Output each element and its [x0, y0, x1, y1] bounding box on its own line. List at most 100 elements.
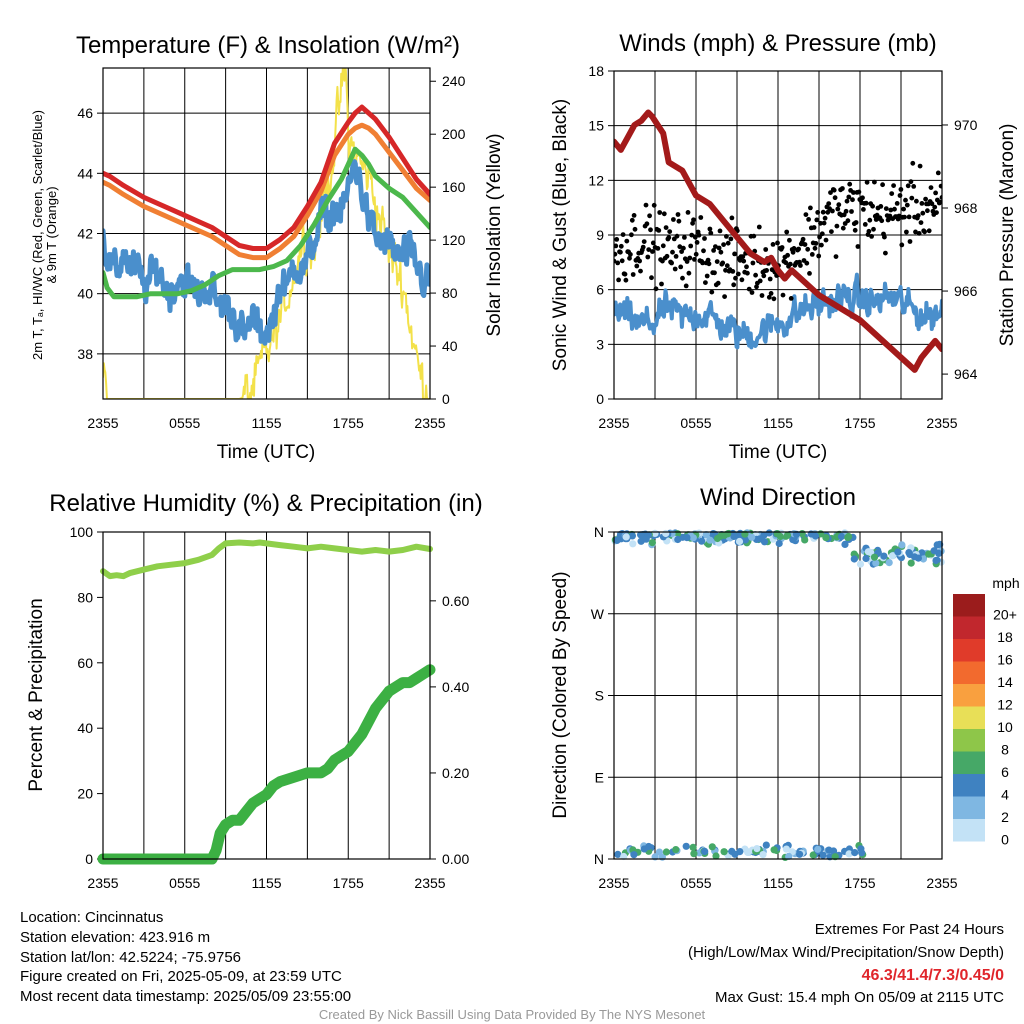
- direction-point: [706, 536, 714, 544]
- series-9m-t: [103, 122, 430, 261]
- legend-swatch: [953, 616, 985, 639]
- gust-point: [844, 198, 850, 204]
- direction-point: [933, 541, 941, 549]
- gust-point: [754, 284, 759, 290]
- direction-points: [611, 529, 945, 862]
- legend-swatch: [953, 729, 985, 752]
- gust-point: [852, 227, 858, 233]
- y-tick-label: 0: [85, 851, 93, 867]
- gust-point: [899, 242, 905, 248]
- gust-point: [691, 217, 696, 223]
- gust-point: [757, 278, 763, 284]
- gust-point: [919, 201, 925, 206]
- y-tick-label: 40: [77, 720, 93, 736]
- gust-point: [677, 244, 683, 250]
- x-tick-label: 2355: [414, 415, 445, 431]
- extremes-values: 46.3/41.4/7.3/0.45/0: [862, 967, 1004, 984]
- gust-point: [906, 214, 912, 220]
- right-tick-label: 968: [954, 200, 978, 216]
- legend-swatch: [953, 639, 985, 662]
- direction-point: [905, 549, 913, 557]
- gust-point: [675, 212, 681, 217]
- humidity-panel-title: Relative Humidity (%) & Precipitation (i…: [49, 490, 482, 517]
- gust-point: [744, 264, 749, 270]
- gust-point: [641, 239, 647, 245]
- gust-point: [833, 254, 839, 259]
- gust-point: [672, 266, 678, 272]
- winds-frame: [613, 70, 943, 400]
- gust-point: [659, 281, 664, 287]
- direction-point: [872, 559, 880, 567]
- y-tick-label: 38: [77, 346, 93, 362]
- direction-point: [741, 536, 750, 544]
- gust-point: [648, 227, 653, 233]
- direction-point: [841, 540, 849, 549]
- direction-point: [844, 533, 852, 542]
- series-relative-humidity: [100, 539, 433, 580]
- right-tick-label: 240: [442, 73, 466, 89]
- gust-point: [676, 218, 682, 224]
- temperature-panel-title: Temperature (F) & Insolation (W/m²): [76, 32, 460, 59]
- direction-point: [708, 843, 716, 851]
- gust-point: [624, 238, 630, 244]
- gust-point: [646, 247, 652, 253]
- winds-series: [614, 109, 942, 373]
- x-tick-label: 1755: [844, 875, 875, 891]
- direction-point: [620, 852, 628, 861]
- humidity-series: [97, 539, 436, 865]
- gust-point: [850, 197, 855, 203]
- gust-point: [651, 202, 657, 208]
- gust-point: [741, 258, 747, 264]
- gust-point: [904, 202, 910, 208]
- gust-point: [709, 289, 715, 295]
- gust-point: [785, 252, 790, 258]
- gust-point: [770, 242, 776, 247]
- legend-swatch: [953, 594, 985, 617]
- series-station-pressure: [614, 109, 942, 373]
- gust-point: [808, 205, 813, 211]
- gust-point: [653, 286, 659, 292]
- y-tick-label: S: [595, 688, 604, 704]
- direction-point: [720, 848, 728, 856]
- x-tick-label: 1155: [251, 415, 281, 431]
- gust-point: [657, 210, 663, 215]
- gust-point: [622, 271, 628, 277]
- gust-point: [707, 226, 713, 232]
- gust-point: [767, 276, 773, 282]
- gust-point: [834, 223, 840, 229]
- x-tick-label: 1155: [251, 875, 281, 891]
- gust-point: [932, 204, 938, 210]
- direction-point: [857, 845, 865, 853]
- gust-point: [853, 220, 859, 225]
- winds-pressure-panel: 2355 0555 1155 1755 2355 0 3 6 9 12 15 18 964 966 968 9…: [588, 63, 977, 431]
- station-elevation: Station elevation: 423.916 m: [20, 929, 210, 946]
- temperature-x-axis-label: Time (UTC): [217, 442, 316, 463]
- gust-point: [910, 160, 916, 166]
- wind-speed-legend: mph 20+ 18 16 14 12 10 8 6 4 2 0: [953, 575, 1020, 847]
- gust-point: [843, 208, 849, 214]
- gust-point: [928, 185, 934, 191]
- gust-point: [907, 239, 913, 244]
- gust-point: [903, 197, 908, 203]
- gust-point: [829, 229, 834, 235]
- gust-point: [714, 259, 720, 264]
- x-tick-label: 0555: [680, 875, 711, 891]
- legend-label: 4: [1001, 786, 1009, 802]
- gust-point: [751, 233, 757, 239]
- direction-point: [851, 849, 859, 857]
- gust-point: [683, 283, 689, 289]
- y-tick-label: 44: [77, 165, 93, 181]
- figure-created: Figure created on Fri, 2025-05-09, at 23…: [20, 968, 342, 985]
- gust-point: [918, 220, 924, 226]
- gust-point: [664, 253, 670, 259]
- gust-point: [862, 222, 868, 227]
- gust-point: [731, 282, 737, 288]
- gust-point: [901, 206, 906, 212]
- x-tick-label: 1755: [333, 415, 364, 431]
- gust-point: [812, 245, 818, 251]
- y-tick-label: 15: [588, 118, 604, 134]
- direction-point: [811, 532, 820, 540]
- gust-point: [692, 234, 698, 240]
- legend-label: 10: [997, 719, 1013, 735]
